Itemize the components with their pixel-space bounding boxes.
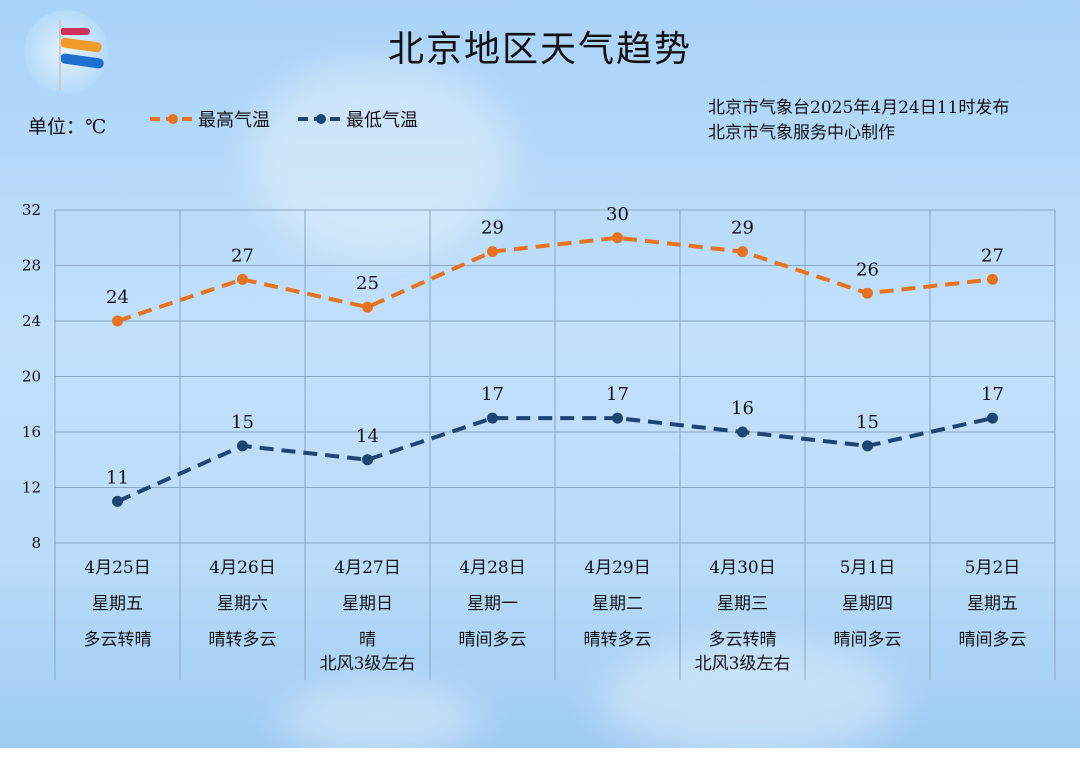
weather-label: 晴转多云 bbox=[209, 630, 277, 650]
y-tick-label: 32 bbox=[22, 201, 41, 219]
low-temp-point bbox=[737, 426, 748, 438]
high-temp-point bbox=[112, 315, 123, 327]
page-title: 北京地区天气趋势 bbox=[387, 29, 692, 70]
low-temp-value: 15 bbox=[856, 412, 879, 433]
cloud-decoration bbox=[600, 640, 900, 760]
low-temp-point bbox=[862, 440, 873, 452]
weekday-label: 星期五 bbox=[967, 594, 1018, 614]
weather-label: 晴间多云 bbox=[459, 630, 527, 650]
producer: 北京市气象服务中心制作 bbox=[708, 123, 895, 143]
high-temp-point bbox=[612, 232, 623, 244]
high-temp-value: 25 bbox=[356, 273, 379, 294]
weekday-label: 星期四 bbox=[842, 594, 893, 614]
low-temp-value: 14 bbox=[356, 426, 379, 447]
low-temp-point bbox=[112, 495, 123, 507]
low-temp-value: 11 bbox=[106, 467, 129, 488]
weather-label: 北风3级左右 bbox=[320, 654, 416, 674]
issuer-info: 北京市气象台2025年4月24日11时发布 北京市气象服务中心制作 bbox=[708, 96, 1009, 146]
low-temp-value: 16 bbox=[731, 398, 754, 419]
y-tick-label: 20 bbox=[22, 368, 41, 386]
date-label: 4月28日 bbox=[459, 558, 525, 578]
weekday-label: 星期一 bbox=[467, 594, 518, 614]
date-label: 4月25日 bbox=[84, 558, 150, 578]
high-temp-value: 27 bbox=[231, 245, 254, 266]
weather-label: 晴转多云 bbox=[584, 630, 652, 650]
low-temp-point bbox=[612, 412, 623, 424]
low-temp-point bbox=[987, 412, 998, 424]
issue-time: 北京市气象台2025年4月24日11时发布 bbox=[708, 98, 1010, 118]
weather-label: 多云转晴 bbox=[709, 630, 777, 650]
y-tick-label: 28 bbox=[22, 257, 41, 275]
high-temp-value: 24 bbox=[106, 287, 129, 308]
high-temp-value: 26 bbox=[856, 259, 879, 280]
low-temp-value: 15 bbox=[231, 412, 254, 433]
high-temp-point bbox=[987, 273, 998, 285]
high-temp-line bbox=[116, 235, 993, 323]
cloud-decoration bbox=[250, 60, 510, 260]
legend-low-label: 最低气温 bbox=[346, 110, 418, 131]
low-temp-point bbox=[237, 440, 248, 452]
low-temp-value: 17 bbox=[606, 384, 629, 405]
weekday-label: 星期五 bbox=[92, 594, 143, 614]
date-label: 4月30日 bbox=[709, 558, 775, 578]
low-temp-point bbox=[362, 454, 373, 466]
weekday-label: 星期日 bbox=[342, 594, 393, 614]
weather-label: 晴 bbox=[359, 630, 376, 650]
high-temp-point bbox=[237, 273, 248, 285]
legend-low: 最低气温 bbox=[296, 106, 418, 132]
high-temp-value: 27 bbox=[981, 245, 1004, 266]
weekday-label: 星期三 bbox=[717, 594, 768, 614]
high-temp-point bbox=[862, 287, 873, 299]
date-label: 4月29日 bbox=[584, 558, 650, 578]
y-tick-label: 24 bbox=[22, 312, 41, 330]
legend-high: 最高气温 bbox=[148, 106, 270, 132]
weekday-label: 星期二 bbox=[592, 594, 643, 614]
low-temp-point bbox=[487, 412, 498, 424]
weather-label: 多云转晴 bbox=[84, 630, 152, 650]
weather-label: 晴间多云 bbox=[834, 630, 902, 650]
date-label: 5月1日 bbox=[840, 558, 896, 578]
date-label: 4月26日 bbox=[209, 558, 275, 578]
high-temp-point bbox=[362, 301, 373, 313]
low-temp-value: 17 bbox=[481, 384, 504, 405]
high-temp-point bbox=[487, 246, 498, 258]
y-tick-label: 16 bbox=[22, 423, 41, 441]
high-temp-value: 30 bbox=[606, 204, 629, 225]
low-temp-value: 17 bbox=[981, 384, 1004, 405]
high-temp-point bbox=[737, 246, 748, 258]
meteorological-service-logo bbox=[24, 10, 108, 94]
date-label: 4月27日 bbox=[334, 558, 400, 578]
high-temp-value: 29 bbox=[481, 218, 504, 239]
weather-label: 北风3级左右 bbox=[695, 654, 791, 674]
y-tick-label: 12 bbox=[22, 479, 41, 497]
low-temp-line bbox=[116, 416, 993, 504]
cloud-decoration bbox=[280, 680, 480, 760]
unit-label: 单位：℃ bbox=[28, 116, 107, 138]
legend-high-marker bbox=[150, 114, 196, 124]
high-temp-value: 29 bbox=[731, 218, 754, 239]
weather-label: 晴间多云 bbox=[959, 630, 1027, 650]
legend-low-marker bbox=[298, 114, 344, 124]
weekday-label: 星期六 bbox=[217, 594, 268, 614]
legend-high-label: 最高气温 bbox=[198, 110, 270, 131]
y-tick-label: 8 bbox=[31, 534, 41, 552]
date-label: 5月2日 bbox=[965, 558, 1021, 578]
